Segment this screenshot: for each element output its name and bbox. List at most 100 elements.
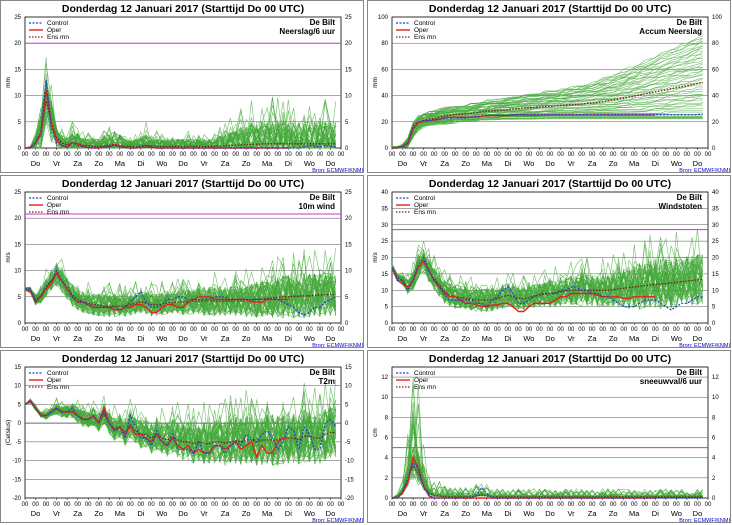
control-line [392,113,703,149]
x-tick-label: 00 [274,502,281,508]
y-tick-label-left: 80 [381,41,388,47]
x-tick-label: 00 [652,152,659,158]
y-tick-label-left: 25 [14,15,21,21]
x-day-label: Za [440,159,450,168]
x-tick-label: 00 [74,327,81,333]
y-tick-label-right: 10 [345,269,352,275]
x-tick-label: 00 [211,327,218,333]
x-tick-label: 00 [673,152,680,158]
oper-line [392,114,656,149]
x-tick-label: 00 [399,152,406,158]
y-tick-label-right: 25 [712,239,719,245]
ensemble-member-line [391,377,703,499]
x-tick-label: 00 [589,152,596,158]
x-tick-label: 00 [211,502,218,508]
x-tick-label: 00 [317,152,324,158]
x-day-label: Di [652,334,659,343]
x-tick-label: 00 [389,327,396,333]
panel-t2m: Donderdag 12 Januari 2017 (Starttijd Do … [0,350,364,524]
x-tick-label: 00 [222,152,229,158]
ensemble-member-line [391,63,703,149]
x-tick-label: 00 [201,502,208,508]
x-tick-label: 00 [327,152,334,158]
x-tick-label: 00 [148,502,155,508]
ensemble-member-line [24,272,336,315]
y-tick-label-left: 0 [18,321,22,327]
y-tick-label-right: 10 [712,288,719,294]
panel-accum-precipitation: Donderdag 12 Januari 2017 (Starttijd Do … [367,0,731,174]
x-day-label: Vr [53,159,61,168]
y-tick-label-left: 15 [14,365,21,371]
x-tick-label: 00 [306,327,313,333]
x-tick-label: 00 [116,327,123,333]
chart-title: Donderdag 12 Januari 2017 (Starttijd Do … [429,3,671,15]
x-day-label: Do [178,159,188,168]
x-day-label: Do [398,159,408,168]
x-day-label: Za [73,509,83,518]
ensemble-member-line [392,118,703,148]
x-tick-label: 00 [515,152,522,158]
y-tick-label-right: 0 [712,146,716,152]
x-tick-label: 00 [180,502,187,508]
x-tick-label: 00 [138,502,145,508]
x-day-label: Do [398,334,408,343]
x-day-label: Za [221,334,231,343]
y-tick-label-left: 5 [18,295,22,301]
legend-label: Oper [47,377,62,384]
x-tick-label: 00 [483,502,490,508]
x-tick-label: 00 [127,327,134,333]
x-tick-label: 00 [441,502,448,508]
x-day-label: Ma [262,509,273,518]
x-tick-label: 00 [483,152,490,158]
x-day-label: Vr [420,509,428,518]
ensmn-line [391,464,703,499]
y-tick-label-left: 6 [385,436,389,442]
x-day-label: Ma [482,334,493,343]
y-tick-label-right: 80 [712,41,719,47]
legend-label: Control [47,20,69,27]
legend-label: Ens mn [47,384,69,391]
x-tick-label: 00 [547,502,554,508]
x-tick-label: 00 [253,327,260,333]
x-day-label: Za [440,334,450,343]
x-tick-label: 00 [159,327,166,333]
variable-label: T2m [319,377,335,386]
x-tick-label: 00 [515,502,522,508]
y-tick-label-left: 5 [18,402,22,408]
x-day-label: Do [31,159,41,168]
x-tick-label: 00 [74,502,81,508]
x-tick-label: 00 [201,327,208,333]
y-axis-label: m/s [372,252,379,263]
y-tick-label-right: 0 [345,146,349,152]
source-label: Bron: ECMWF/KNMI [312,518,363,524]
y-tick-label-right: 0 [345,421,349,427]
ensemble-member-line [391,423,703,499]
y-tick-label-right: 5 [345,120,349,126]
plot-frame [24,16,342,149]
source-label: Bron: ECMWF/KNMI [679,343,730,349]
x-tick-label: 00 [431,152,438,158]
x-tick-label: 00 [410,327,417,333]
y-tick-label-right: 10 [345,94,352,100]
x-tick-label: 00 [232,152,239,158]
x-day-label: Ma [262,159,273,168]
y-tick-label-right: 60 [712,67,719,73]
x-tick-label: 00 [494,502,501,508]
x-tick-label: 00 [578,327,585,333]
chart-title: Donderdag 12 Januari 2017 (Starttijd Do … [429,353,671,365]
x-day-label: Zo [461,159,470,168]
legend-label: Oper [414,377,429,384]
x-tick-label: 00 [106,152,113,158]
x-day-label: Zo [242,159,251,168]
source-label: Bron: ECMWF/KNMI [679,168,730,174]
x-tick-label: 00 [420,502,427,508]
x-day-label: Vr [420,159,428,168]
y-tick-label-left: 40 [381,94,388,100]
ensemble-member-line [391,424,703,499]
x-tick-label: 00 [22,502,29,508]
ensemble-member-line [391,384,703,499]
y-tick-label-left: 15 [14,242,21,248]
ensemble-member-line [391,418,703,499]
x-tick-label: 00 [253,502,260,508]
location-label: De Bilt [310,368,336,377]
